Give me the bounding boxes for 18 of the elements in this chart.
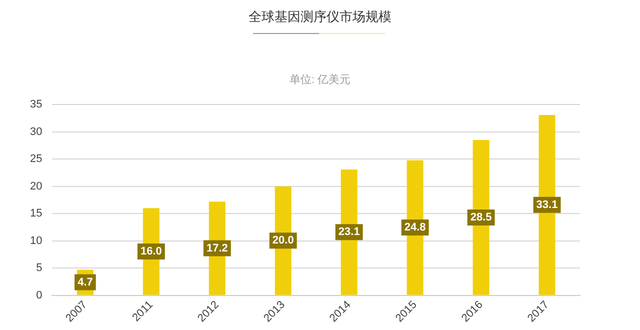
y-tick-label: 20: [30, 180, 42, 192]
y-tick-label: 10: [30, 234, 42, 247]
data-label: 24.8: [404, 222, 426, 234]
data-label: 23.1: [338, 226, 360, 238]
data-label: 16.0: [140, 246, 162, 258]
y-tick-label: 35: [30, 98, 42, 111]
y-tick-label: 15: [30, 208, 42, 220]
y-tick-label: 25: [30, 153, 42, 166]
y-tick-label: 5: [36, 262, 42, 274]
chart-title: 全球基因测序仪市场规模: [248, 8, 392, 26]
data-label: 33.1: [536, 198, 558, 211]
y-tick-label: 30: [30, 126, 42, 138]
y-tick-label: 0: [36, 289, 42, 302]
data-label: 20.0: [272, 234, 294, 247]
data-label: 17.2: [206, 242, 228, 254]
data-label: 28.5: [470, 211, 492, 224]
data-label: 4.7: [78, 276, 93, 288]
chart-subtitle: 单位: 亿美元: [288, 72, 352, 87]
